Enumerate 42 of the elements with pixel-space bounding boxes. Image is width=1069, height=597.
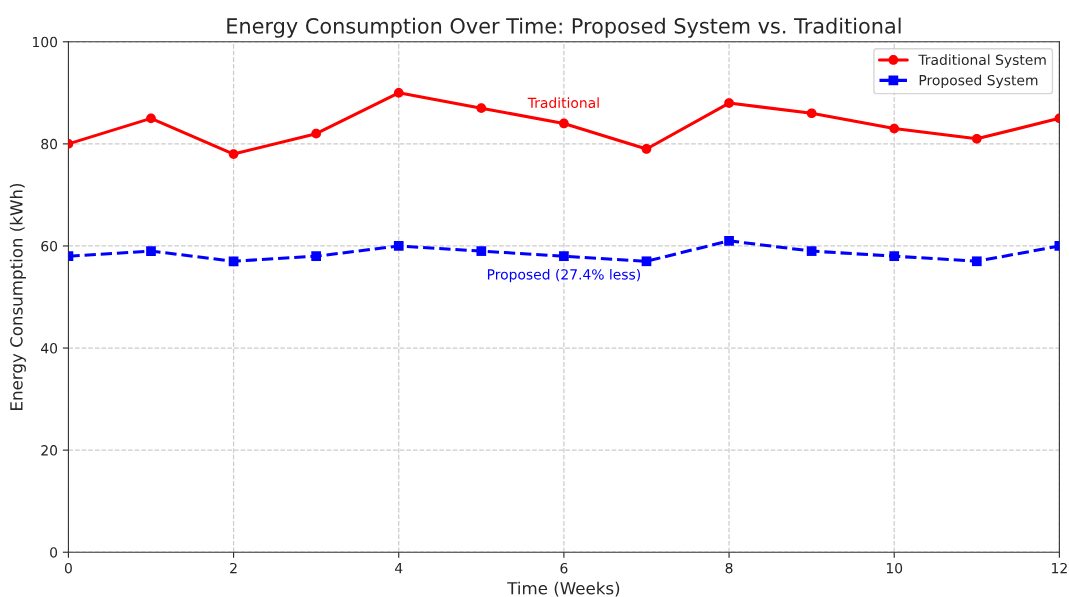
point <box>393 87 404 98</box>
y-tick-label: 60 <box>41 240 58 252</box>
y-tick-label: 100 <box>33 36 58 48</box>
point <box>146 246 156 256</box>
legend-label: Proposed System <box>919 74 1038 89</box>
point <box>228 256 239 267</box>
x-tick-label: 0 <box>64 562 72 574</box>
point <box>559 118 569 129</box>
point <box>559 251 569 262</box>
point <box>393 241 404 251</box>
x-tick-label: 10 <box>886 562 903 574</box>
y-tick-label: 0 <box>50 547 58 558</box>
point <box>806 246 817 256</box>
x-tick-label: 6 <box>560 562 568 574</box>
point <box>476 246 487 256</box>
chart-title: Energy Consumption Over Time: Proposed System vs. Traditional <box>227 17 901 38</box>
annotation: Proposed (27.4% less) <box>487 268 641 283</box>
point <box>228 149 239 159</box>
y-tick-label: 80 <box>41 138 58 150</box>
point <box>724 236 734 246</box>
x-tick-label: 8 <box>725 562 733 574</box>
x-axis-title: Time (Weeks) <box>507 581 620 597</box>
point <box>889 251 900 262</box>
point <box>146 113 156 124</box>
point <box>971 256 982 267</box>
point <box>724 98 734 108</box>
y-tick-label: 40 <box>41 343 58 354</box>
point <box>889 123 900 134</box>
point <box>971 133 982 144</box>
y-axis-title: Energy Consumption (kWh) <box>9 183 26 410</box>
point <box>476 103 487 114</box>
point <box>806 108 817 119</box>
annotation: Traditional <box>527 97 599 109</box>
y-tick-label: 20 <box>41 445 58 456</box>
point <box>641 256 652 267</box>
point <box>641 144 652 154</box>
point <box>311 251 322 262</box>
legend-label: Traditional System <box>918 54 1046 68</box>
point <box>311 128 322 139</box>
x-tick-label: 2 <box>230 562 237 574</box>
x-tick-label: 4 <box>395 563 403 574</box>
x-tick-label: 12 <box>1052 562 1067 574</box>
